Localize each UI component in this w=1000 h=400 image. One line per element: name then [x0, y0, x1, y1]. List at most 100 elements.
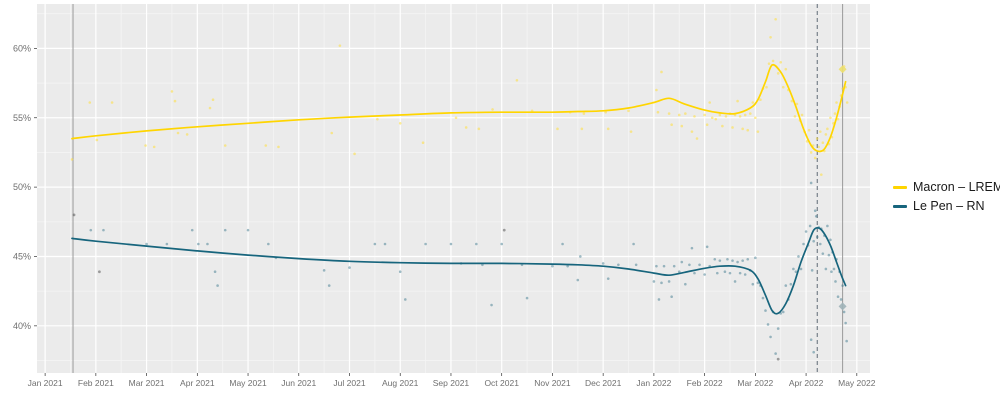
- poll-point: [836, 295, 840, 299]
- poll-point: [206, 242, 209, 246]
- poll-point: [353, 152, 356, 156]
- poll-point: [833, 112, 837, 115]
- poll-point: [617, 263, 620, 267]
- poll-point: [756, 130, 760, 133]
- poll-point: [741, 259, 744, 262]
- axes: Jan 2021 Feb 2021 Mar 2021 Apr 2021 May 2021…: [13, 43, 876, 388]
- x-tick-label: Jan 2021: [28, 378, 63, 388]
- poll-point: [721, 124, 724, 128]
- poll-point: [338, 44, 342, 47]
- poll-point: [771, 59, 775, 63]
- legend-label-macron: Macron – LREM: [913, 180, 1000, 194]
- poll-point-other: [97, 270, 101, 274]
- poll-point: [145, 242, 148, 246]
- legend-item-macron: Macron – LREM: [893, 180, 1000, 195]
- poll-point: [606, 127, 610, 131]
- result-diamond: [838, 65, 847, 74]
- poll-point: [723, 270, 727, 274]
- poll-point: [398, 270, 402, 274]
- poll-point: [330, 131, 334, 135]
- poll-point: [688, 263, 691, 267]
- poll-point: [170, 90, 174, 93]
- poll-point: [784, 284, 788, 287]
- poll-point: [738, 271, 742, 275]
- poll-point: [713, 257, 717, 261]
- poll-point: [655, 88, 658, 92]
- poll-point-other: [72, 213, 76, 217]
- le-pen-rn-trend-line: [71, 226, 847, 315]
- poll-point: [792, 267, 795, 271]
- poll-point: [845, 101, 849, 104]
- poll-point: [632, 242, 635, 246]
- legend-label-lepen: Le Pen – RN: [913, 199, 985, 213]
- poll-point: [424, 242, 427, 246]
- poll-point: [656, 110, 660, 114]
- poll-point: [515, 78, 519, 82]
- poll-point: [449, 242, 453, 246]
- poll-point: [680, 260, 684, 264]
- poll-point: [809, 151, 813, 154]
- poll-point: [670, 295, 673, 299]
- poll-point: [693, 115, 696, 118]
- poll-point: [830, 270, 833, 274]
- poll-point: [223, 144, 227, 147]
- poll-point: [836, 117, 840, 121]
- poll-point: [808, 224, 812, 228]
- poll-point-other: [502, 228, 506, 232]
- poll-point: [165, 242, 169, 246]
- poll-point: [710, 116, 714, 120]
- poll-point: [208, 106, 212, 110]
- poll-point: [789, 282, 793, 286]
- poll-point: [695, 137, 699, 140]
- poll-point: [751, 101, 755, 104]
- poll-point: [751, 282, 755, 286]
- poll-point: [766, 323, 770, 326]
- poll-point: [839, 298, 843, 301]
- poll-point: [580, 127, 584, 131]
- poll-point: [693, 271, 696, 275]
- poll-point: [824, 133, 828, 136]
- poll-point: [703, 273, 706, 276]
- legend: Macron – LREM Le Pen – RN: [893, 180, 1000, 214]
- poll-point: [634, 263, 638, 267]
- x-tick-label: Dec 2021: [585, 378, 622, 388]
- poll-point: [827, 253, 831, 257]
- poll-point: [714, 117, 718, 121]
- poll-point: [829, 116, 832, 120]
- poll-point: [670, 123, 673, 126]
- x-tick-label: Aug 2021: [382, 378, 419, 388]
- poll-point: [781, 85, 785, 89]
- poll-point: [821, 141, 825, 145]
- poll-point: [213, 270, 217, 274]
- poll-point: [810, 269, 814, 272]
- poll-point: [551, 264, 554, 268]
- poll-point: [756, 281, 760, 285]
- poll-point: [754, 256, 757, 260]
- poll-point: [398, 122, 402, 125]
- poll-point: [277, 145, 280, 149]
- poll-point: [677, 270, 681, 274]
- poll-point: [738, 115, 742, 118]
- poll-point: [491, 108, 494, 111]
- poll-point: [698, 263, 701, 267]
- poll-point: [102, 228, 105, 232]
- poll-point: [741, 127, 744, 131]
- other-poll-points: [72, 213, 780, 361]
- poll-point: [812, 239, 815, 243]
- poll-point: [802, 242, 805, 246]
- poll-point: [809, 338, 813, 342]
- poll-point: [652, 280, 656, 283]
- poll-point: [70, 158, 74, 161]
- poll-point: [556, 127, 559, 131]
- poll-point: [769, 35, 772, 39]
- x-tick-label: Nov 2021: [534, 378, 571, 388]
- poll-point: [807, 128, 811, 132]
- poll-point: [110, 101, 114, 104]
- lepen-line-swatch: [893, 205, 907, 208]
- poll-point: [662, 264, 666, 268]
- poll-point: [794, 270, 798, 274]
- poll-point: [95, 138, 99, 142]
- poll-point: [781, 310, 785, 314]
- poll-point: [776, 72, 780, 75]
- poll-point: [190, 228, 194, 232]
